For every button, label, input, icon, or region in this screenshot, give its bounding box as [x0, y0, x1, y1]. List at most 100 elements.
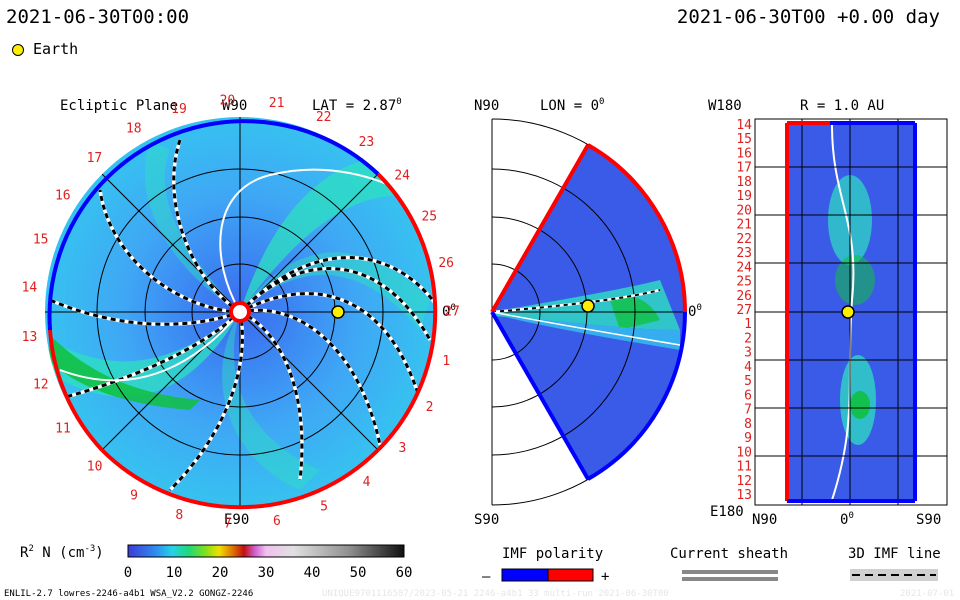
footer-left: ENLIL-2.7 lowres-2246-a4b1 WSA_V2.2 GONG…	[4, 589, 253, 599]
radial-row-label: 8	[744, 417, 752, 432]
imf-positive-swatch	[547, 568, 594, 582]
current-sheath-legend: Current sheath	[670, 546, 788, 581]
earth-marker-icon	[331, 305, 345, 319]
meridional-right-label: 00	[688, 303, 702, 320]
radial-row-label: 26	[736, 289, 752, 304]
carrington-tick-label: 17	[87, 151, 103, 166]
radial-row-label: 13	[736, 488, 752, 503]
radial-row-label: 3	[744, 346, 752, 361]
carrington-tick-label: 19	[171, 102, 187, 117]
carrington-tick-label: 24	[394, 169, 410, 184]
colorbar-tick-label: 0	[124, 565, 132, 581]
left-timestamp: 2021-06-30T00:00	[6, 6, 190, 28]
radial-row-label: 25	[736, 275, 752, 290]
carrington-tick-label: 27	[444, 305, 460, 320]
current-sheath-title: Current sheath	[670, 546, 788, 562]
carrington-tick-label: 9	[130, 489, 138, 504]
imf-polarity-title: IMF polarity	[502, 546, 603, 562]
carrington-tick-label: 4	[363, 475, 371, 490]
imf-minus-label: –	[482, 569, 491, 585]
colorbar-tick-label: 20	[212, 565, 229, 581]
imf-negative-swatch	[501, 568, 549, 582]
carrington-tick-label: 21	[269, 96, 285, 111]
carrington-tick-label: 18	[126, 122, 142, 137]
radial-row-label: 5	[744, 374, 752, 389]
radial-row-label: 9	[744, 431, 752, 446]
sun-icon	[229, 301, 251, 323]
carrington-tick-label: 20	[220, 93, 236, 108]
ecliptic-lat-label: LAT = 2.870	[312, 97, 402, 114]
meridional-bottom-label: S90	[474, 512, 499, 528]
colorbar-ticks: 0 10 20 30 40 50 60	[124, 565, 413, 581]
colorbar-tick-label: 30	[258, 565, 275, 581]
carrington-tick-label: 2	[426, 400, 434, 415]
radial-r-label: R = 1.0 AU	[800, 98, 884, 114]
radial-row-label: 23	[736, 246, 752, 261]
imf-line-legend: 3D IMF line	[848, 546, 941, 581]
radial-row-label: 4	[744, 360, 752, 375]
radial-row-label: 17	[736, 161, 752, 176]
radial-bottom-left-label: E180	[710, 504, 744, 520]
right-timestamp: 2021-06-30T00 +0.00 day	[676, 6, 940, 28]
radial-axis-s90: S90	[916, 512, 941, 528]
carrington-tick-label: 8	[175, 508, 183, 523]
radial-row-label: 6	[744, 388, 752, 403]
ecliptic-rim-positive	[376, 172, 438, 452]
carrington-tick-label: 6	[273, 514, 281, 529]
footer-mid: UNIQUE9701116507/2023-05-21 2246-a4b1 33…	[322, 589, 669, 599]
carrington-tick-label: 16	[55, 189, 71, 204]
imf-line-title: 3D IMF line	[848, 546, 941, 562]
radial-row-label: 11	[736, 460, 752, 475]
ecliptic-top-label: W90	[222, 98, 247, 114]
radial-row-label: 21	[736, 218, 752, 233]
colorbar-tick-label: 10	[166, 565, 183, 581]
carrington-tick-label: 14	[22, 281, 38, 296]
colorbar-tick-label: 60	[396, 565, 413, 581]
radial-row-label: 15	[736, 132, 752, 147]
ecliptic-grid	[45, 117, 435, 507]
meridional-lon-label: LON = 00	[540, 97, 604, 114]
imf-plus-label: +	[601, 569, 609, 585]
radial-axis-n90: N90	[752, 512, 777, 528]
carrington-tick-label: 10	[87, 459, 103, 474]
carrington-tick-label: 12	[33, 378, 49, 393]
current-sheath-swatch-1	[682, 570, 778, 574]
carrington-tick-label: 15	[33, 233, 49, 248]
imf-polarity-legend: IMF polarity – +	[482, 546, 609, 585]
radial-row-label: 10	[736, 445, 752, 460]
ecliptic-imf-lines	[49, 139, 435, 492]
radial-axis-zero: 00	[840, 511, 854, 528]
carrington-tick-label: 3	[398, 441, 406, 456]
ecliptic-rim-positive-east	[48, 329, 104, 452]
earth-legend-label: Earth	[33, 40, 79, 58]
radial-row-label: 18	[736, 175, 752, 190]
radial-row-label: 12	[736, 474, 752, 489]
density-colorbar: R2 N (cm-3) 0 10 20 30 40 50 60	[20, 544, 412, 581]
radial-row-label: 20	[736, 203, 752, 218]
radial-row-label: 27	[736, 303, 752, 318]
radial-row-label: 22	[736, 232, 752, 247]
colorbar-label: R2 N (cm-3)	[20, 544, 104, 561]
carrington-tick-label: 26	[438, 256, 454, 271]
carrington-tick-label: 1	[442, 354, 450, 369]
colorbar-tick-label: 40	[304, 565, 321, 581]
radial-row-label: 2	[744, 332, 752, 347]
ecliptic-right-label: 00	[442, 303, 456, 320]
meridional-top-label: N90	[474, 98, 499, 114]
radial-earth-icon	[841, 305, 855, 319]
carrington-tick-label: 13	[22, 330, 38, 345]
colorbar-tick-label: 50	[350, 565, 367, 581]
ecliptic-title: Ecliptic Plane	[60, 98, 178, 114]
radial-row-labels: 1415161718192021222324252627123456789101…	[736, 118, 752, 503]
ecliptic-plane-panel: Ecliptic Plane W90 LAT = 2.870 E90 00 12…	[22, 93, 460, 531]
meridional-plane-panel: N90 LON = 00 S90 00	[474, 97, 702, 528]
radial-row-label: 1	[744, 317, 752, 332]
ecliptic-rim-negative	[47, 119, 380, 331]
carrington-tick-label: 25	[421, 210, 437, 225]
radial-panel: W180 R = 1.0 AU E180 N90 00 S90 14151617…	[708, 98, 948, 528]
radial-row-label: 14	[736, 118, 752, 133]
current-sheath-swatch-2	[682, 577, 778, 581]
carrington-tick-label: 5	[320, 500, 328, 515]
